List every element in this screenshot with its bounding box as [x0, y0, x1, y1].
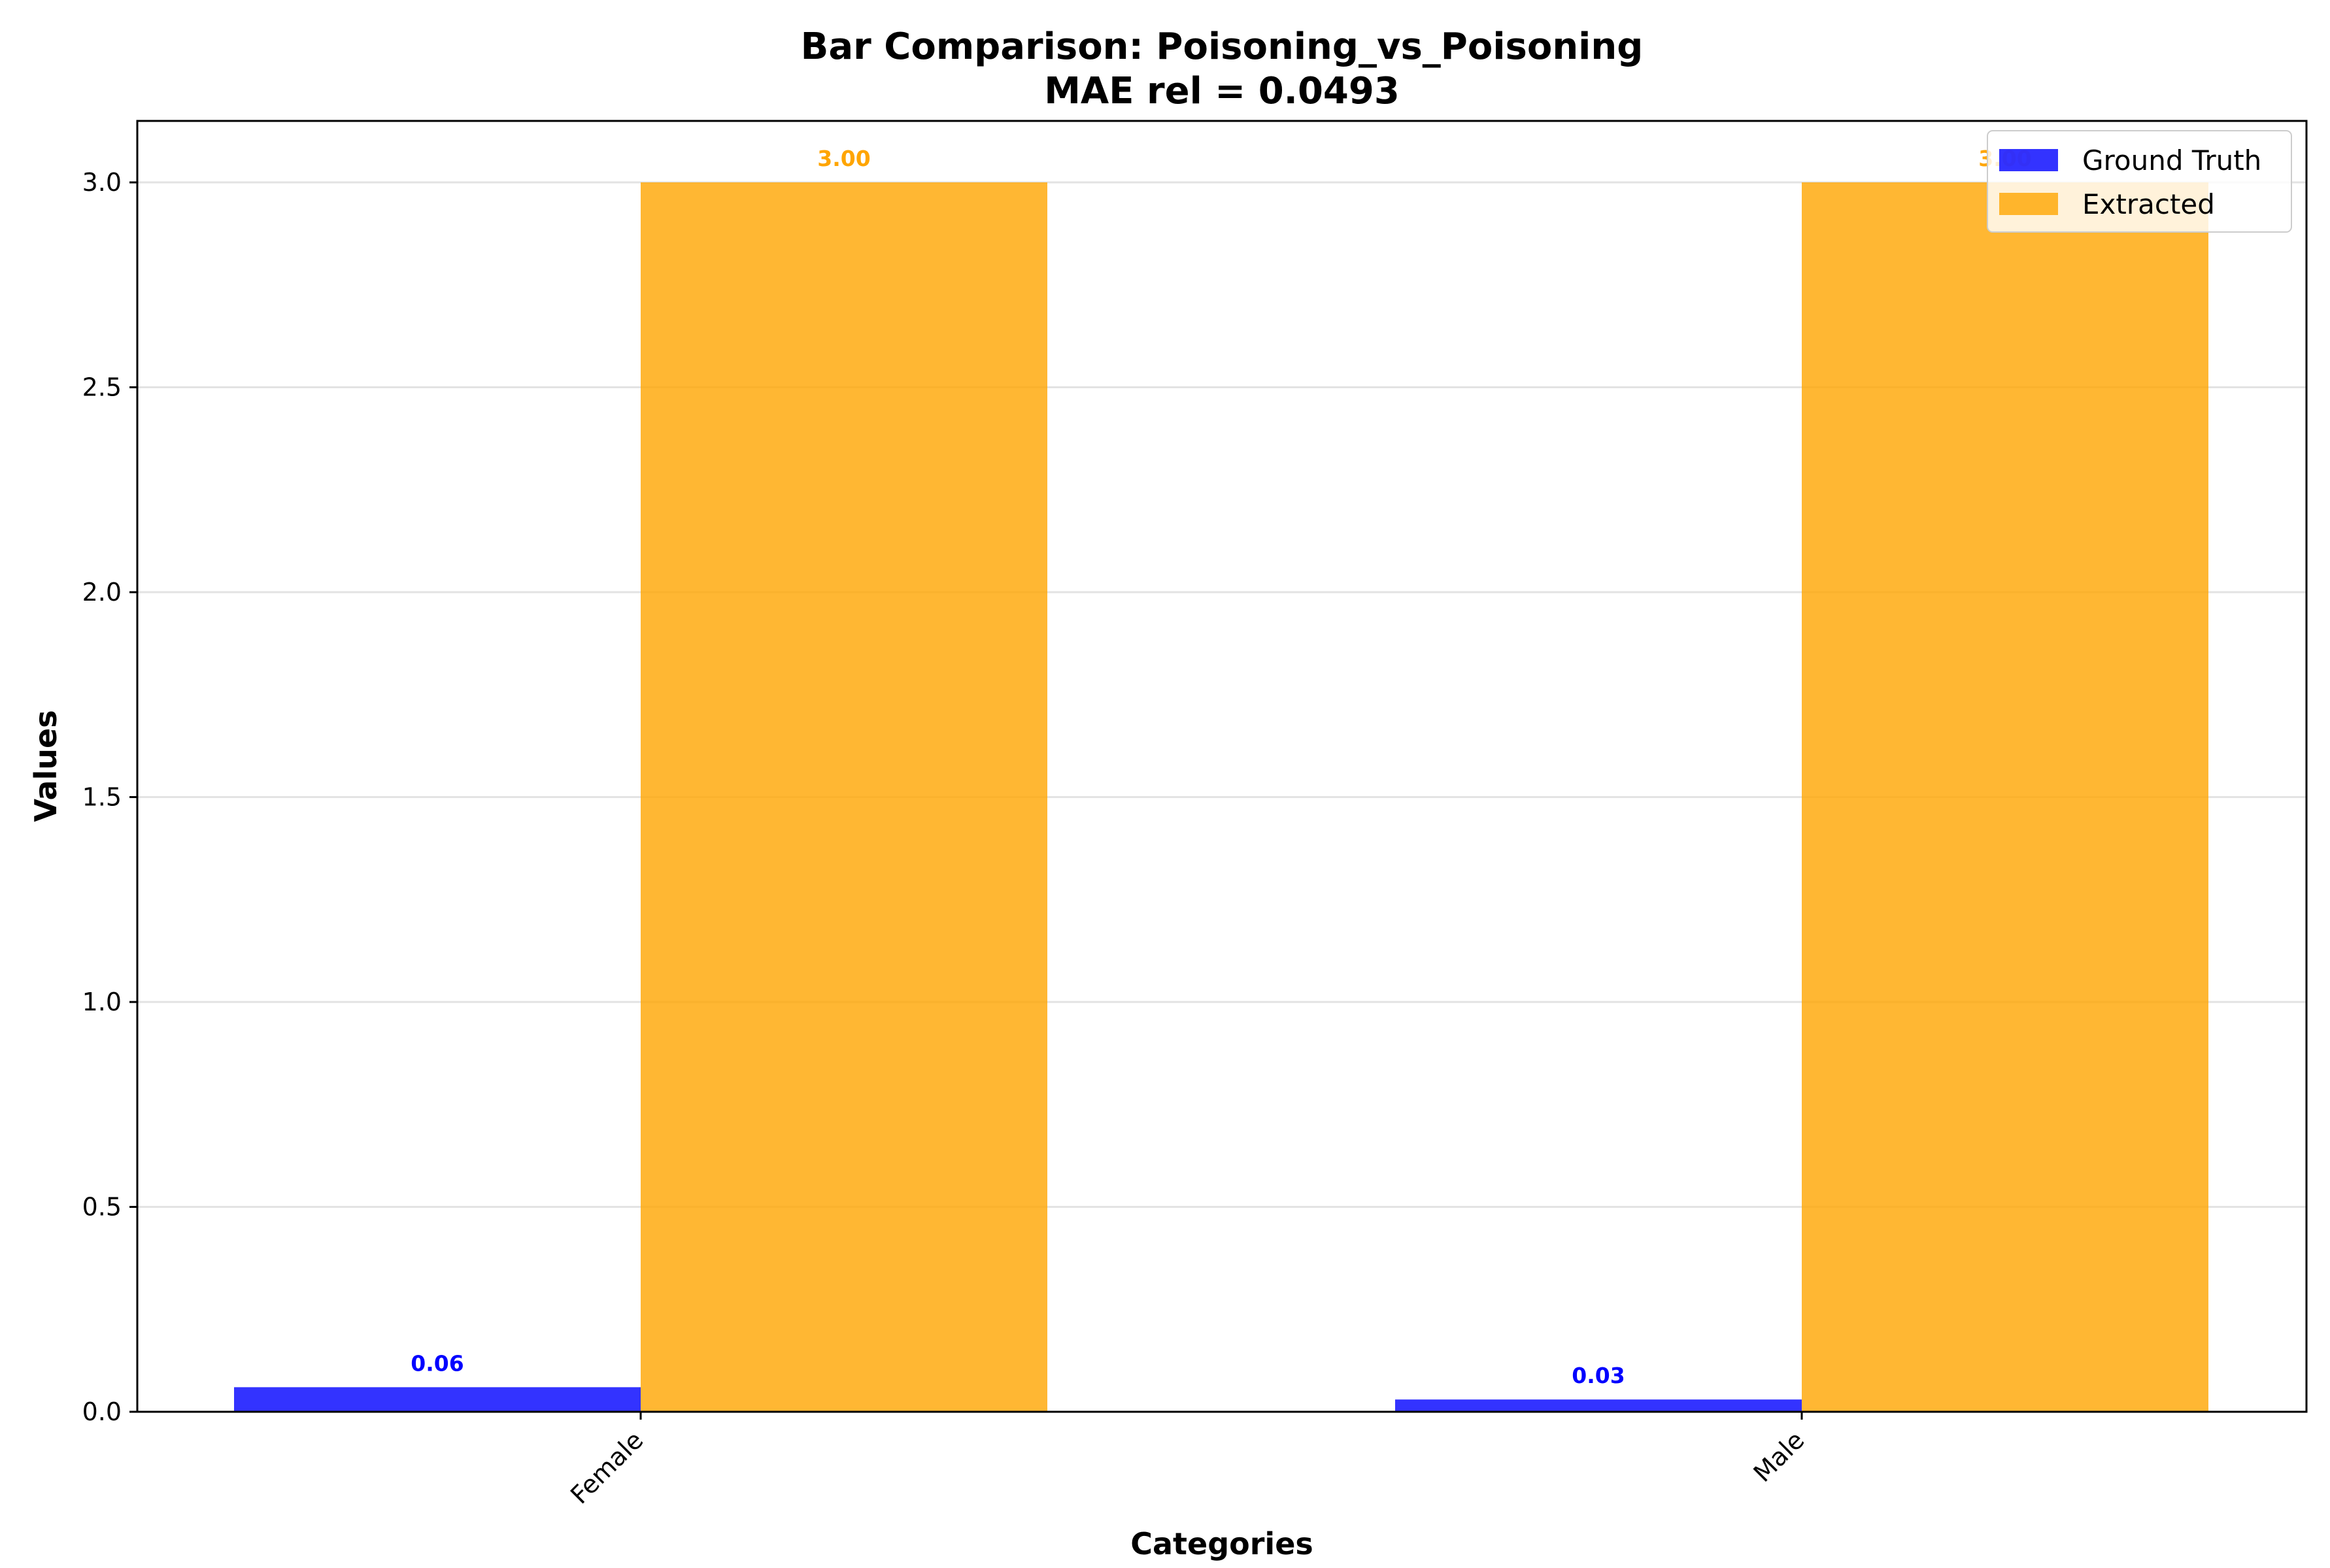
y-tick-label: 2.0 [82, 578, 122, 607]
y-tick-label: 2.5 [82, 373, 122, 402]
y-tick-label: 0.5 [82, 1193, 122, 1222]
bar-value-label: 0.03 [1572, 1363, 1625, 1388]
bar-ground-truth-female [234, 1387, 641, 1412]
bar-value-label: 0.06 [411, 1350, 464, 1376]
legend-box [1987, 130, 2292, 233]
legend-label-extracted: Extracted [2082, 188, 2215, 220]
legend-label-ground-truth: Ground Truth [2082, 144, 2261, 176]
y-tick-label: 1.5 [82, 783, 122, 812]
bar-extracted-male [1802, 182, 2208, 1412]
chart-title: Bar Comparison: Poisoning_vs_Poisoning [801, 25, 1644, 68]
bar-extracted-female [641, 182, 1047, 1412]
y-tick-label: 1.0 [82, 988, 122, 1016]
bars [234, 182, 2208, 1412]
y-axis-ticks: 0.0 0.5 1.0 1.5 2.0 2.5 3.0 [82, 168, 137, 1426]
y-tick-label: 3.0 [82, 168, 122, 197]
chart-subtitle: MAE rel = 0.0493 [1044, 70, 1400, 112]
x-axis-label: Categories [1130, 1526, 1313, 1561]
plot-area-frame [136, 120, 2308, 1413]
bar-ground-truth-male [1395, 1399, 1802, 1412]
legend-swatch-extracted [1999, 193, 2058, 215]
y-tick-label: 0.0 [82, 1397, 122, 1426]
legend-swatch-ground-truth [1999, 149, 2058, 171]
bar-value-label: 3.00 [817, 146, 870, 171]
y-axis-label: Values [28, 710, 63, 822]
legend: Ground Truth Extracted [1987, 130, 2292, 233]
